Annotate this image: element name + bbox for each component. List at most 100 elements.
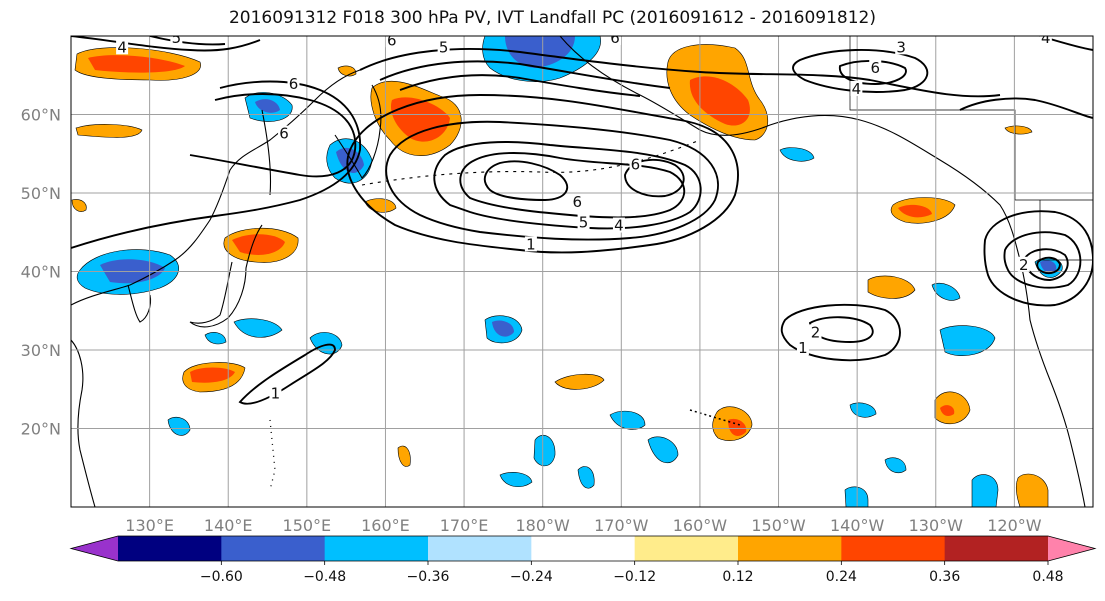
contour-label: 6 [387,31,397,49]
negative-anomaly-region [167,417,191,436]
lon-tick-label: 140°E [204,516,253,535]
colorbar-tick-label: −0.12 [613,569,656,585]
lat-tick-label: 50°N [21,184,61,203]
colorbar-tick-label: −0.24 [510,569,553,585]
lon-tick-label: 160°W [673,516,728,535]
lat-tick-label: 20°N [21,420,61,439]
pv-contour-ne-1 [792,48,929,93]
pv-contour-west-coast-4 [1036,256,1061,275]
contour-label-bg [170,36,183,45]
coastlines [71,36,1093,507]
map-title: 2016091312 F018 300 hPa PV, IVT Landfall… [228,8,876,28]
pv-contour-north-3 [399,74,641,97]
contour-label: 5 [579,213,589,231]
colorbar-tick-label: 0.48 [1032,569,1063,585]
colorbar-extend-high [1048,536,1095,561]
contour-label-bg [287,76,300,92]
contour-label-bg [850,80,863,96]
contour-label: 6 [610,29,620,47]
contour-label: 6 [289,75,299,93]
contour-label: 1 [271,385,281,403]
pv-contour-asia [71,80,361,249]
positive-anomaly-core [232,234,285,255]
contour-label-bg [571,193,584,209]
pv-contour-nw-2 [149,36,226,46]
lon-tick-label: 130°E [125,516,174,535]
contour-label: 6 [279,125,289,143]
lon-tick-label: 150°W [751,516,806,535]
lon-tick-label: 180°W [516,516,571,535]
contour-label: 1 [798,339,808,357]
colorbar-segment [944,536,1049,561]
contour-label-bg [116,39,129,55]
pv-contour-west-coast-1 [983,210,1093,307]
positive-anomaly-region [554,373,605,390]
pv-contour-4 [433,141,702,230]
contour-label-bg [1039,36,1052,45]
kamchatka-coastline [334,84,382,179]
korea-coastline [127,284,152,323]
contour-label: 4 [852,80,862,98]
lon-tick-label: 160°E [361,516,410,535]
positive-anomaly-region [71,199,87,212]
contour-label-bg [869,59,882,75]
pv-contour-north [359,48,1001,98]
colorbar-segment [221,536,326,561]
lon-tick-label: 140°W [830,516,885,535]
hawaii-islands [689,409,741,426]
contour-label: 6 [631,155,641,173]
colorbar-extend-low [71,536,118,561]
shaded-anomalies [71,36,1063,507]
colorbar-outline [69,535,1097,562]
lon-tick-label: 170°E [440,516,489,535]
contour-label: 3 [896,38,906,56]
positive-anomaly-core [390,97,450,142]
negative-anomaly-region [884,457,907,473]
lon-tick-label: 170°W [594,516,649,535]
lon-tick-label: 120°W [987,516,1042,535]
colorbar-tick-label: −0.60 [200,569,243,585]
negative-anomaly-region [204,332,227,345]
lon-tick-label: 150°E [283,516,332,535]
contour-label-bg [437,39,450,55]
contour-label: 4 [614,217,624,235]
positive-anomaly-core [728,418,747,436]
colorbar-segment [324,536,429,561]
negative-anomaly-region [533,435,556,467]
pv-contour-asia-inner [189,93,357,178]
negative-anomaly-core [1040,260,1057,273]
lon-tick-label: 130°W [909,516,964,535]
negative-anomaly-core [255,99,280,113]
asia-coastline [71,69,361,306]
contour-label-bg [612,217,625,233]
contour-label: 2 [1019,256,1029,274]
negative-anomaly-region [844,486,869,507]
positive-anomaly-region [1015,473,1049,507]
pv-contour-5 [459,152,686,219]
lat-tick-label: 40°N [21,263,61,282]
sakhalin-coastline [261,109,272,196]
japan-coastline [189,224,263,328]
positive-anomaly-core [88,55,185,73]
positive-anomaly-core [190,367,235,383]
negative-anomaly-region [939,325,996,357]
pv-contour-subtropic-2 [808,316,874,343]
contour-label-bg [524,236,537,252]
contour-label-bg [1017,256,1030,272]
contour-label-bg [629,156,642,172]
pv-contour-6-east [624,158,685,198]
positive-anomaly-region [75,124,143,138]
colorbar-segment [531,536,636,561]
alaska-coastline [559,36,1086,507]
contour-label: 6 [870,59,880,77]
contour-label-bg [609,36,622,45]
graticule [71,36,1093,507]
pv-contour-6-west [483,160,569,201]
colorbar-segment [428,536,532,561]
negative-anomaly-region [779,147,815,162]
pv-contour-west-coast-2 [1003,231,1082,289]
colorbar-tick-label: 0.36 [929,569,960,585]
map-frame [70,35,1094,508]
alaska-border [849,36,1016,200]
